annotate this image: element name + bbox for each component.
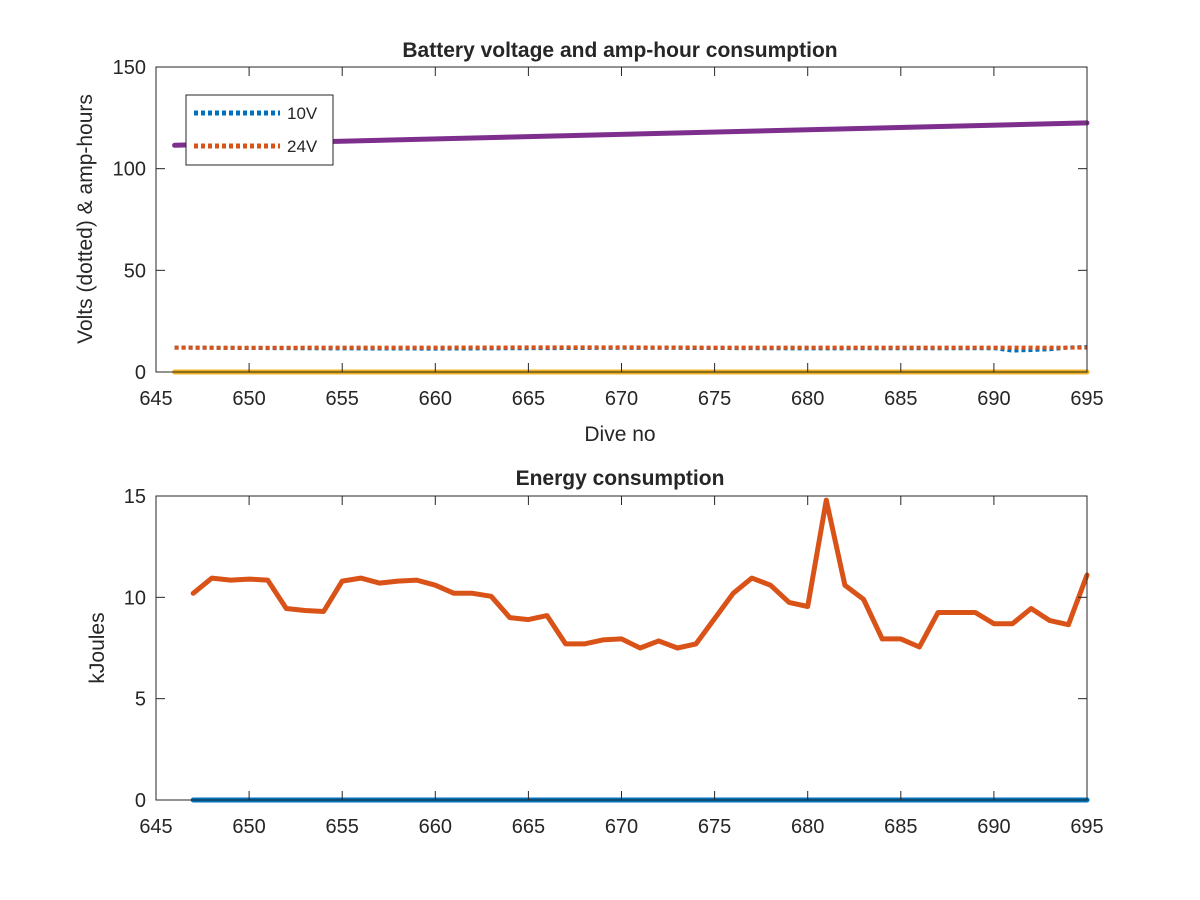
y-tick-label: 15 xyxy=(124,486,146,508)
x-tick-label: 645 xyxy=(139,816,172,838)
battery-voltage-subplot: Battery voltage and amp-hour consumption… xyxy=(74,39,1104,446)
top-chart-ylabel: Volts (dotted) & amp-hours xyxy=(74,94,97,344)
bottom-chart-ticks: 645 650 655 660 665 670 675 680 685 690 695 0 5 10 15 xyxy=(124,486,1104,838)
x-tick-label: 660 xyxy=(419,388,452,410)
bottom-chart-lines xyxy=(190,497,1090,803)
x-tick-label: 660 xyxy=(419,816,452,838)
x-tick-label: 645 xyxy=(139,388,172,410)
x-tick-label: 650 xyxy=(232,816,265,838)
x-tick-label: 655 xyxy=(326,816,359,838)
x-tick-label: 670 xyxy=(605,388,638,410)
bottom-chart-ylabel: kJoules xyxy=(86,612,109,683)
top-chart-xlabel: Dive no xyxy=(584,423,655,446)
y-tick-label: 150 xyxy=(113,57,146,79)
top-chart-title: Battery voltage and amp-hour consumption xyxy=(402,39,837,62)
x-tick-label: 655 xyxy=(326,388,359,410)
x-tick-label: 665 xyxy=(512,816,545,838)
x-tick-label: 690 xyxy=(977,816,1010,838)
legend-label-24v: 24V xyxy=(287,137,318,156)
bottom-plot-box xyxy=(155,495,1088,801)
x-tick-label: 670 xyxy=(605,816,638,838)
top-chart-ticks: 645 650 655 660 665 670 675 680 685 690 695 0 50 100 1… xyxy=(113,57,1104,410)
x-tick-label: 675 xyxy=(698,388,731,410)
x-tick-label: 665 xyxy=(512,388,545,410)
y-tick-label: 100 xyxy=(113,159,146,181)
x-tick-label: 695 xyxy=(1070,816,1103,838)
x-tick-label: 675 xyxy=(698,816,731,838)
plot1-series-line-1 xyxy=(190,497,1090,651)
y-tick-label: 0 xyxy=(135,790,146,812)
x-tick-label: 650 xyxy=(232,388,265,410)
y-tick-label: 5 xyxy=(135,689,146,711)
x-tick-label: 695 xyxy=(1070,388,1103,410)
x-tick-label: 680 xyxy=(791,816,824,838)
x-tick-label: 685 xyxy=(884,816,917,838)
y-tick-label: 10 xyxy=(124,587,146,609)
legend: 10V 24V xyxy=(185,94,334,166)
x-tick-label: 685 xyxy=(884,388,917,410)
bottom-chart-title: Energy consumption xyxy=(516,467,725,490)
y-tick-label: 50 xyxy=(124,260,146,282)
y-tick-label: 0 xyxy=(135,362,146,384)
legend-label-10v: 10V xyxy=(287,104,318,123)
x-tick-label: 680 xyxy=(791,388,824,410)
legend-box xyxy=(185,94,334,166)
energy-consumption-subplot: Energy consumption 645 650 655 660 665 670 675… xyxy=(86,467,1104,838)
x-tick-label: 690 xyxy=(977,388,1010,410)
